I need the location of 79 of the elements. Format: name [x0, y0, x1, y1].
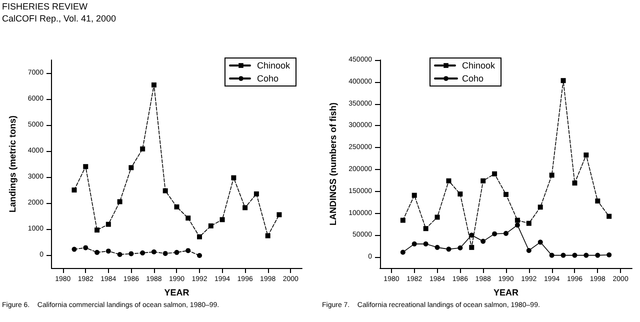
point [186, 248, 191, 254]
point [412, 241, 417, 246]
x-axis-title: YEAR [493, 287, 519, 298]
point [504, 192, 508, 197]
point [458, 245, 463, 250]
y-axis-title: LANDINGS (numbers of fish) [328, 102, 338, 226]
point [480, 238, 486, 244]
point [197, 253, 202, 258]
point [197, 234, 202, 240]
point [106, 248, 111, 254]
point [526, 220, 532, 226]
point [162, 250, 168, 256]
point [83, 245, 88, 250]
point [560, 252, 566, 258]
point [94, 250, 100, 255]
point [83, 164, 88, 170]
text: FISHERIES REVIEW [2, 2, 88, 12]
point [514, 222, 520, 228]
point [458, 191, 463, 196]
point [94, 228, 100, 233]
point [434, 244, 440, 250]
legend-label: Chinook [256, 60, 290, 70]
point [208, 223, 214, 228]
point [174, 204, 180, 210]
point [595, 198, 600, 204]
point [492, 171, 498, 176]
text: CalCOFI Rep., Vol. 41, 2000 [2, 14, 116, 24]
y-axis-title: Landings (metric tons) [8, 115, 18, 213]
point [469, 232, 474, 238]
point [549, 252, 554, 258]
point [504, 230, 508, 236]
point [128, 165, 134, 170]
point [106, 222, 111, 227]
point [480, 178, 486, 184]
point [584, 152, 589, 158]
point [584, 252, 589, 258]
point [434, 214, 440, 220]
x-axis-title: YEAR [164, 287, 190, 298]
point [186, 216, 191, 221]
point [469, 244, 474, 250]
point [174, 250, 180, 255]
point [560, 78, 566, 84]
point [572, 180, 578, 186]
point [140, 250, 146, 256]
point [400, 250, 406, 255]
point [538, 204, 543, 210]
point [526, 248, 532, 253]
point [162, 188, 168, 194]
point [242, 205, 248, 210]
point [220, 217, 225, 222]
point [446, 246, 452, 252]
point [151, 82, 156, 88]
point [276, 212, 282, 218]
point [128, 251, 134, 256]
point [423, 241, 428, 246]
point [595, 252, 600, 258]
point [140, 146, 146, 152]
point [538, 240, 543, 245]
point [265, 233, 270, 238]
point [423, 226, 428, 232]
point [549, 172, 554, 178]
legend-label: Coho [462, 74, 484, 84]
point [446, 178, 452, 184]
point [231, 175, 236, 180]
point [117, 199, 122, 204]
point [606, 252, 612, 258]
point [492, 231, 498, 236]
legend-label: Coho [256, 74, 278, 84]
point [514, 218, 520, 223]
point [412, 192, 417, 198]
point [572, 252, 578, 258]
point [606, 214, 612, 219]
legend-label: Chinook [462, 60, 496, 70]
point [254, 191, 259, 196]
point [117, 252, 122, 257]
point [400, 218, 406, 223]
point [72, 246, 77, 252]
point [72, 188, 77, 192]
point [151, 249, 156, 254]
